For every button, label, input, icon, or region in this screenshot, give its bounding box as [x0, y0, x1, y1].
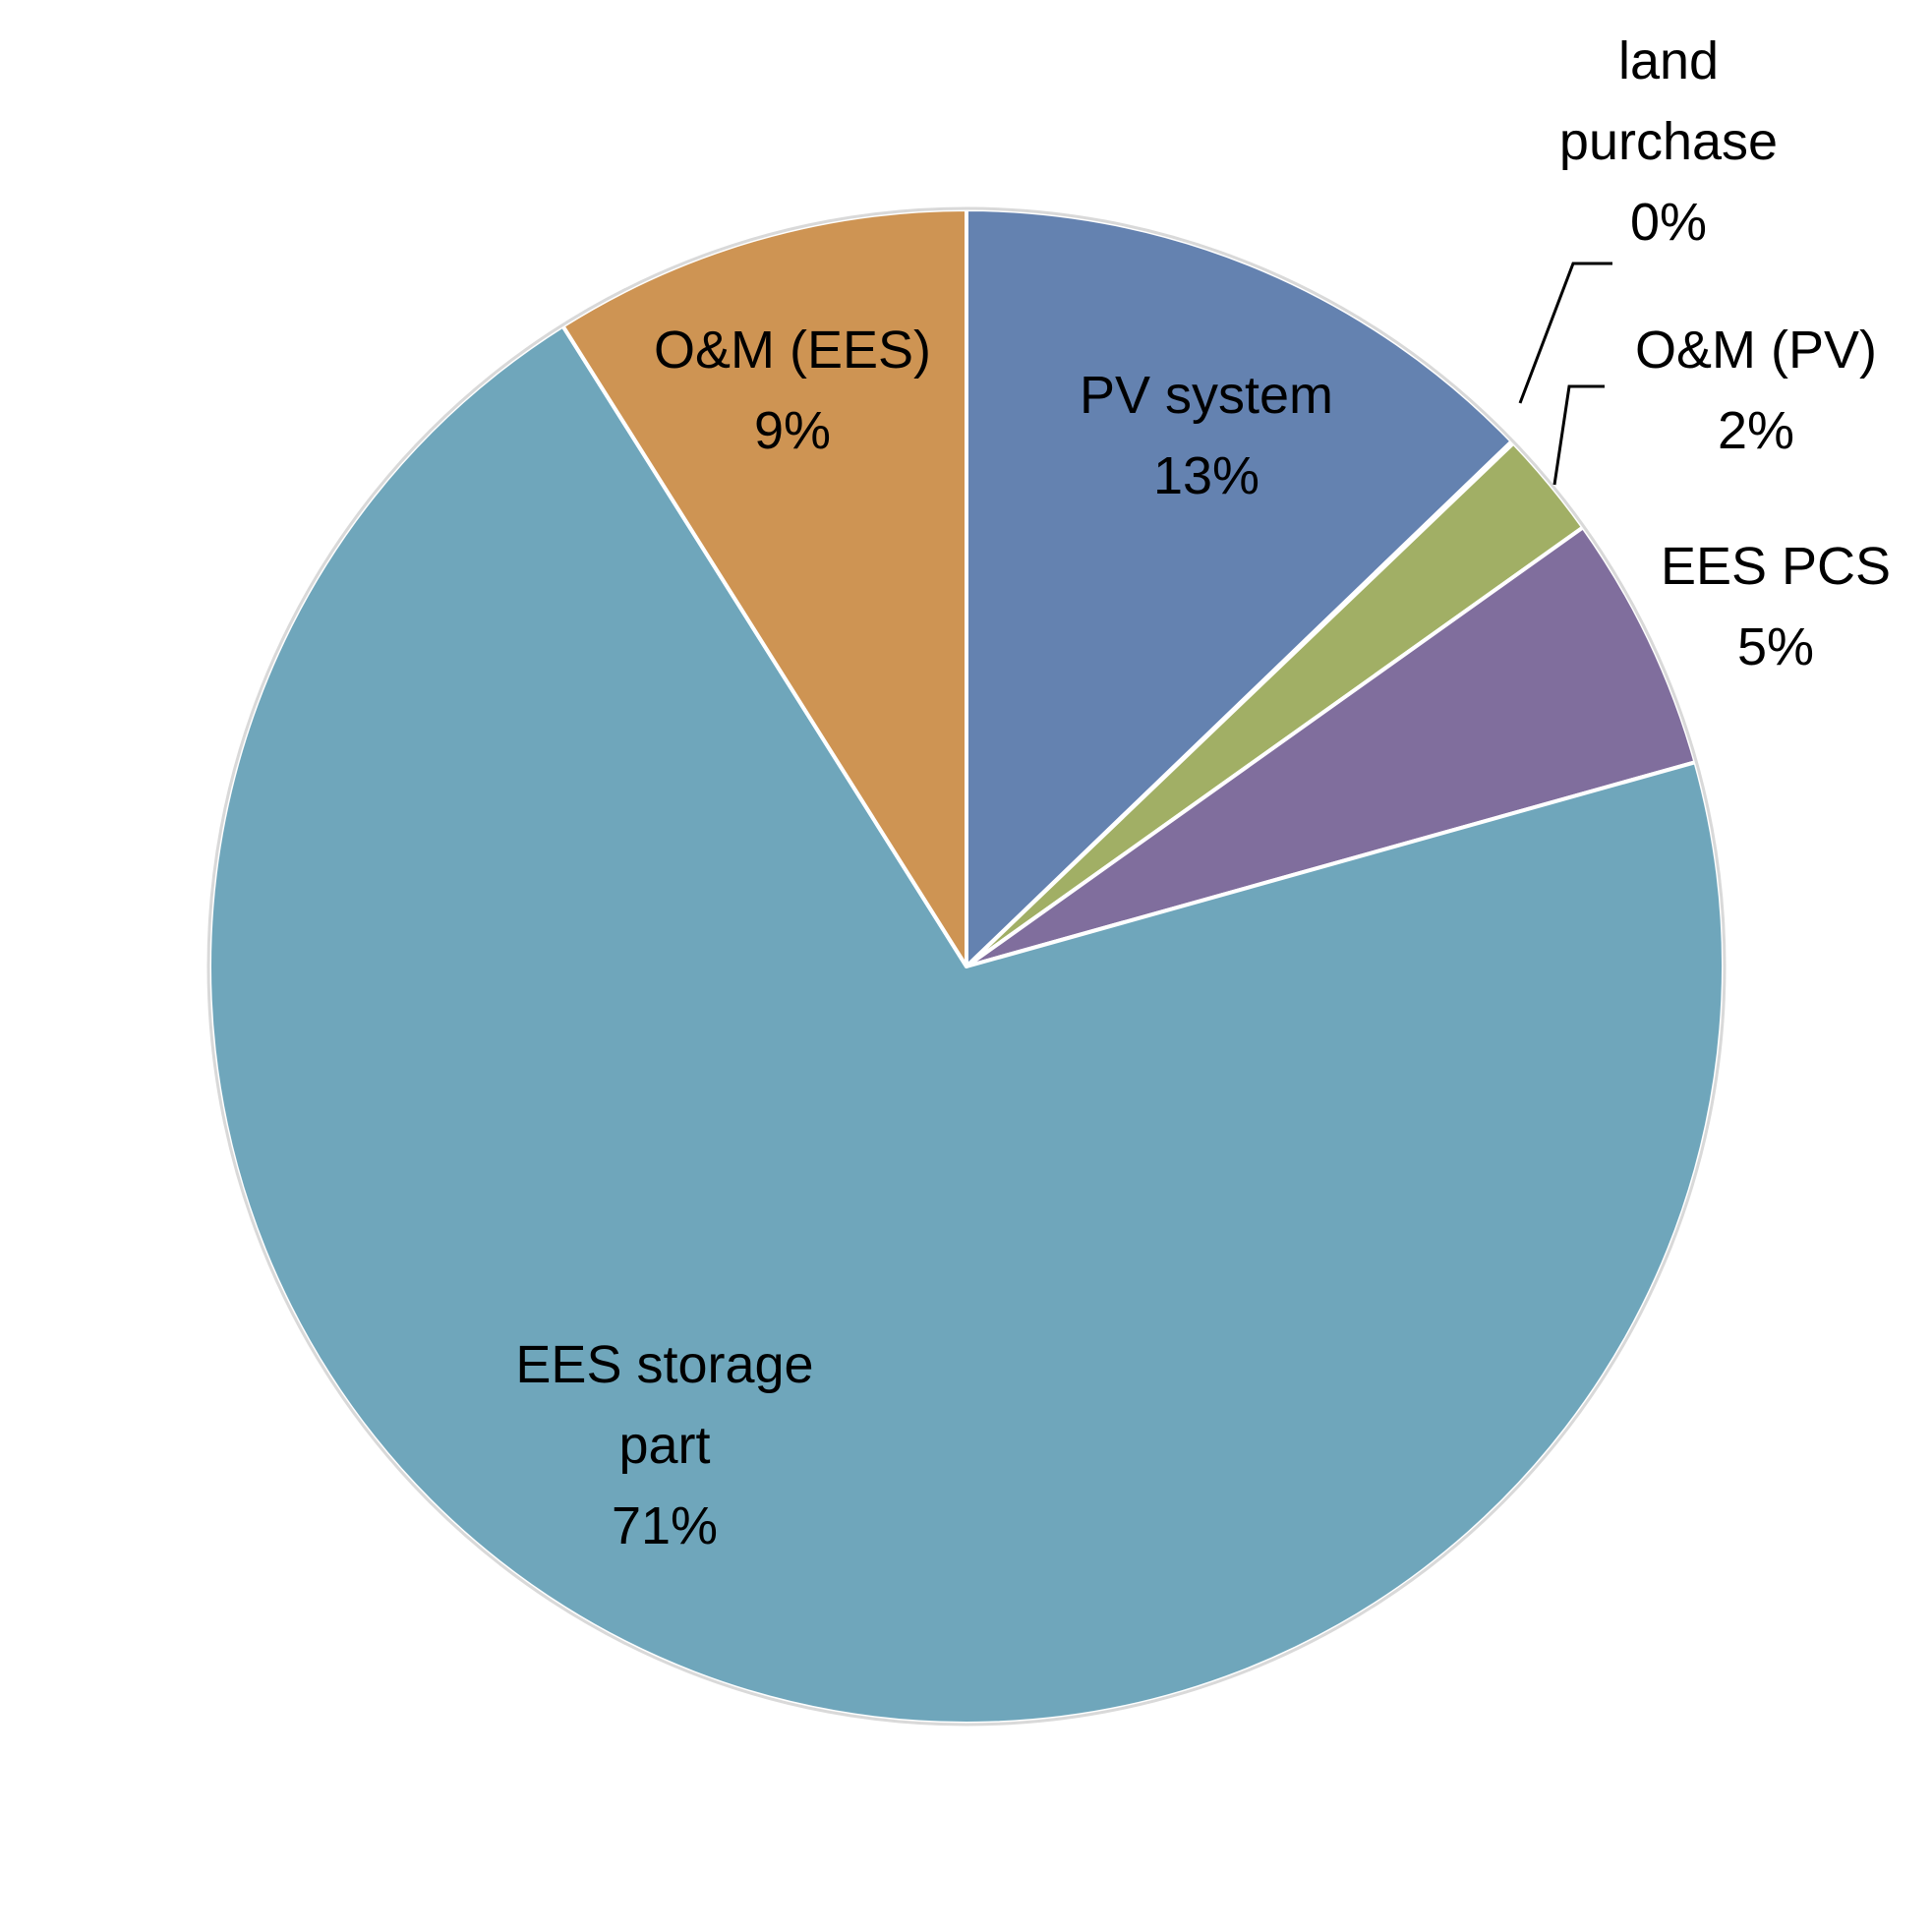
- slice-label-oandm-ees: O&M (EES) 9%: [654, 321, 931, 460]
- slice-label-pv-system: PV system 13%: [1080, 366, 1333, 505]
- leader-line-oandm-pv: [1552, 384, 1605, 486]
- slice-label-land-purchase: land purchase 0%: [1559, 31, 1778, 252]
- leader-lines: [1518, 262, 1612, 486]
- slice-labels: PV system 13% land purchase 0% O&M (PV) 2% EES …: [515, 31, 1891, 1555]
- leader-line-land-purchase: [1518, 262, 1612, 404]
- slice-label-ees-storage-part: EES storage part 71%: [515, 1335, 813, 1555]
- slice-label-oandm-pv: O&M (PV) 2%: [1635, 321, 1877, 460]
- slice-label-ees-pcs: EES PCS 5%: [1661, 537, 1891, 676]
- pie-slices: [206, 206, 1727, 1727]
- pie-outline: [206, 206, 1727, 1727]
